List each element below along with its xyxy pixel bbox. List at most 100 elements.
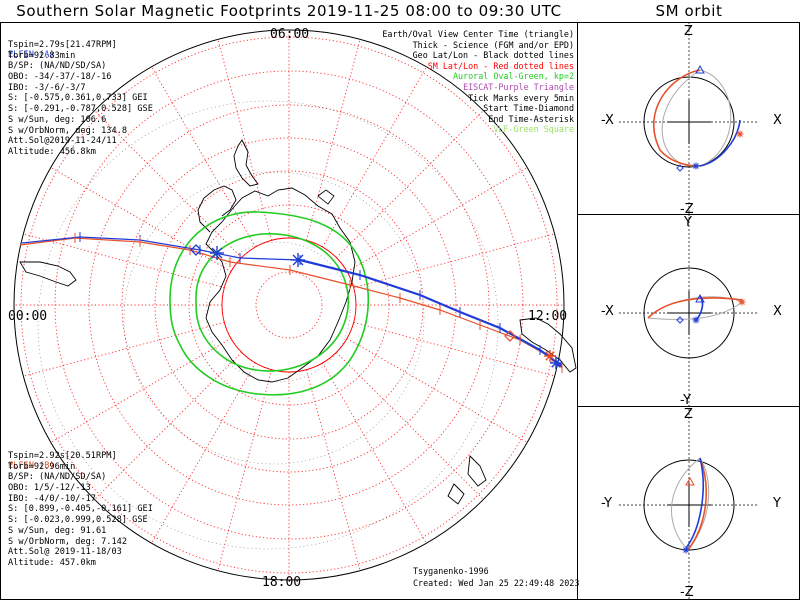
- orbit-panel-3-label-left: -Y: [601, 496, 613, 511]
- sm-lon-grid: [14, 30, 564, 580]
- sm-lon-line: [94, 352, 242, 500]
- orbit-panel-2-label-top: Y: [684, 215, 692, 230]
- orbit-1-a-diamond: [676, 164, 684, 172]
- elfin-a-title: ELFIN (A): [8, 50, 55, 61]
- elfin-a-param-line: S w/OrbNorm, deg: 134.8: [8, 125, 127, 136]
- sm-lon-line: [336, 352, 484, 500]
- elfin-b-end-asterisk: [544, 350, 556, 362]
- legend-item: End Time-Asterisk: [488, 113, 574, 124]
- elfin-b-param-line: B/SP: (NA/ND/SD/SA): [8, 472, 107, 483]
- island-coastline: [317, 189, 335, 205]
- elfin-a-param-line: Altitude: 456.8km: [8, 146, 96, 157]
- legend-item: Geo Lat/Lon - Black dotted lines: [412, 50, 574, 61]
- elfin-b-param-line: S w/OrbNorm, deg: 7.142: [8, 536, 127, 547]
- hour-label-top: 06:00: [270, 27, 310, 42]
- elfin-b-param-line: Altitude: 457.0km: [8, 557, 96, 568]
- orbit-2-view-triangle: [695, 293, 705, 303]
- hour-label-right: 12:00: [528, 309, 568, 324]
- south-america-coastline: [233, 139, 259, 187]
- orbit-1-a-asterisk: [692, 162, 700, 170]
- orbit-panel-2-label-right: X: [773, 304, 782, 319]
- elfin-a-param-line: IBO: -3/-6/-3/7: [8, 82, 86, 93]
- elfin-a-info: ELFIN (A): [8, 29, 55, 72]
- created-timestamp: Created: Wed Jan 25 22:49:48 2023: [413, 578, 580, 588]
- map-outer-circle: [13, 29, 565, 581]
- sm-lon-line: [23, 321, 225, 377]
- elfin-b-start-diamond: [504, 330, 516, 342]
- elfin-a-param-line: S: [-0.291,-0.787,0.528] GSE: [8, 104, 153, 115]
- legend-item: SM Lat/Lon - Red dotted lines: [427, 60, 574, 71]
- sm-lon-line: [50, 338, 232, 443]
- elfin-b-param-line: Tspin=2.92s[20.51RPM]: [8, 451, 117, 461]
- orbit-panel-2-label-left: -X: [601, 304, 614, 319]
- orbit-2-a-diamond: [676, 316, 684, 324]
- antarctica-coastline: [205, 187, 356, 383]
- elfin-a-param-line: B/SP: (NA/ND/SD/SA): [8, 61, 107, 72]
- antarctic-peninsula: [197, 185, 237, 233]
- orbit-panel-3-label-right: Y: [773, 496, 781, 511]
- orbit-3-view-triangle: [685, 476, 695, 486]
- australia-coastline: [519, 317, 577, 373]
- elfin-b-param-line: S: [0.899,-0.405,-0.161] GEI: [8, 504, 153, 515]
- elfin-b-title: ELFIN (B): [8, 461, 55, 472]
- footprint-tracks: [19, 232, 563, 373]
- sm-lon-line: [353, 233, 555, 289]
- orbit-panel-1-label-left: -X: [601, 113, 614, 128]
- elfin-b-param-line: S: [-0.023,0.999,0.528] GSE: [8, 515, 148, 526]
- sm-lon-line: [151, 362, 256, 544]
- model-label: Tsyganenko-1996: [413, 566, 489, 576]
- orbit-panel-1-label-bottom: -Z: [680, 202, 694, 217]
- legend-item: Start Time-Diamond: [483, 103, 574, 114]
- sm-lon-line: [217, 39, 273, 241]
- elfin-a-param-line: Tspin=2.79s[21.47RPM]: [8, 40, 117, 50]
- legend-item: EISCAT-Purple Triangle: [463, 81, 574, 92]
- sm-lon-line: [353, 321, 555, 377]
- legend-item: VLF-Green Square: [493, 124, 574, 135]
- elfin-a-param-line: Att.Sol@2019-11-24/11: [8, 136, 117, 147]
- orbit-1-elfin-b: [653, 69, 701, 167]
- legend-item: Thick - Science (FGM and/or EPD): [412, 39, 574, 50]
- elfin-b-info: ELFIN (B): [8, 440, 55, 483]
- new-zealand-coastline: [447, 455, 487, 505]
- elfin-b-param-line: OBO: 1/5/-12/-13: [8, 483, 91, 494]
- plot-title: Southern Solar Magnetic Footprints 2019-…: [16, 2, 562, 20]
- elfin-a-param-line: S w/Sun, deg: 106.6: [8, 114, 107, 125]
- orbit-1-b-asterisk: [736, 130, 744, 138]
- orbit-1-elfin-a: [699, 119, 741, 167]
- elfin-b-params: Tspin=2.92s[20.51RPM] Torb=92.96min B/SP: …: [8, 451, 153, 569]
- legend-item: Tick Marks every 5min: [468, 92, 574, 103]
- hour-label-bottom: 18:00: [262, 575, 302, 590]
- orbit-3-elfin-a: [685, 457, 704, 549]
- sm-lon-line: [94, 110, 242, 258]
- orbit-2-elfin-b: [647, 297, 743, 319]
- elfin-b-param-line: IBO: -4/0/-10/-17: [8, 493, 96, 504]
- orbit-1-view-triangle: [695, 64, 705, 74]
- sm-lon-line: [217, 369, 273, 571]
- auroral-oval-inner: [195, 233, 350, 372]
- elfin-a-end-asterisk-2: [550, 357, 562, 369]
- elfin-a-param-line: S: [-0.575,0.361,0.733] GEI: [8, 93, 148, 104]
- elfin-a-track: [21, 236, 563, 367]
- elfin-a-params: Tspin=2.79s[21.47RPM] Torb=92.83min B/SP: …: [8, 40, 153, 158]
- sm-lon-line: [346, 167, 528, 272]
- elfin-a-center-asterisk: [291, 253, 305, 267]
- elfin-a-start-diamond: [190, 244, 202, 256]
- orbit-2-b-asterisk: [738, 298, 746, 306]
- elfin-a-end-asterisk: [210, 246, 224, 260]
- sm-lon-line: [305, 39, 361, 241]
- orbit-panel-3-label-top: Z: [684, 407, 693, 422]
- orbit-title: SM orbit: [655, 2, 723, 20]
- legend: Earth/Oval View Center Time (triangle) Th…: [382, 29, 574, 135]
- geo-lat-grid: [37, 100, 499, 550]
- elfin-b-param-line: Att.Sol@ 2019-11-18/03: [8, 547, 122, 558]
- legend-item: Earth/Oval View Center Time (triangle): [382, 29, 574, 39]
- hour-label-left: 00:00: [8, 309, 48, 324]
- elfin-b-param-line: S w/Sun, deg: 91.61: [8, 525, 107, 536]
- sm-lon-line: [336, 110, 484, 258]
- orbit-3-a-asterisk: [682, 546, 690, 554]
- orbit-panel-2: [619, 213, 759, 408]
- orbit-panel-1-label-top: Z: [684, 24, 693, 39]
- orbit-panel-1: [619, 22, 759, 217]
- sm-lon-line: [322, 66, 427, 248]
